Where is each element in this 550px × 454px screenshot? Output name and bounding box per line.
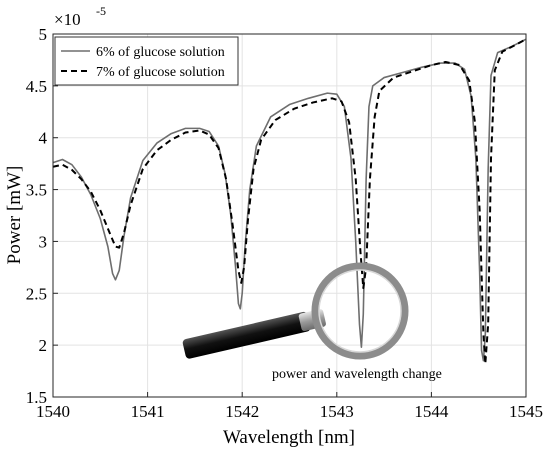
x-tick-label: 1540: [36, 402, 70, 421]
magnifying-glass-icon: [182, 262, 409, 360]
magnifier-lens-highlight: [318, 269, 402, 353]
annotation-text: power and wavelength change: [272, 367, 442, 382]
y-tick-label: 3: [39, 232, 48, 251]
legend-label-6pct: 6% of glucose solution: [96, 45, 225, 60]
x-tick-label: 1545: [509, 402, 543, 421]
ticks: 1540 1541 1542 1543 1544 1545 1.5 2 2.5 3 3.5 4 4.5 5: [26, 25, 543, 421]
y-axis-multiplier: ×10: [54, 10, 81, 29]
magnifier-lens-ring: [311, 262, 409, 360]
y-tick-label: 1.5: [26, 388, 47, 407]
y-tick-label: 4.5: [26, 77, 47, 96]
y-tick-label: 2: [39, 336, 48, 355]
series-line-7pct: [52, 38, 527, 365]
x-tick-label: 1541: [131, 402, 165, 421]
legend: 6% of glucose solution 7% of glucose sol…: [54, 36, 239, 86]
legend-label-7pct: 7% of glucose solution: [96, 65, 225, 80]
series-layer: [52, 38, 527, 365]
magnifier-handle: [182, 311, 311, 359]
y-axis-exponent: -5: [96, 4, 106, 18]
legend-box: [54, 36, 239, 86]
series-line-6pct: [52, 38, 527, 362]
y-axis-title: Power [mW]: [4, 166, 25, 265]
x-tick-label: 1543: [320, 402, 354, 421]
y-tick-label: 3.5: [26, 181, 47, 200]
x-tick-label: 1544: [414, 402, 449, 421]
y-tick-label: 2.5: [26, 284, 47, 303]
plot-area-frame: [52, 33, 527, 398]
y-tick-label: 4: [39, 129, 48, 148]
y-tick-label: 5: [39, 25, 48, 44]
x-tick-label: 1542: [225, 402, 259, 421]
x-axis-title: Wavelength [nm]: [223, 427, 355, 448]
